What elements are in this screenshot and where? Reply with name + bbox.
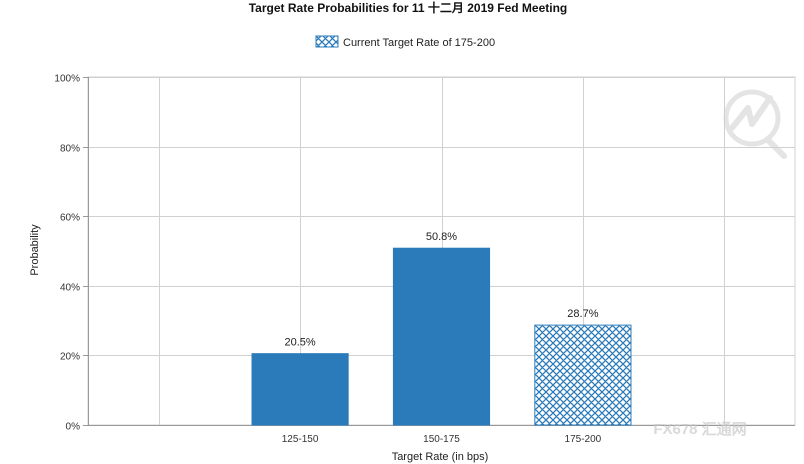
bar-150-175 xyxy=(392,247,491,426)
y-tick-label: 100% xyxy=(54,74,80,85)
legend-swatch xyxy=(315,35,339,48)
plot-area: 0% 20% 40% 60% 80% 100% 125-150 20.5% 150-175 50.… xyxy=(54,74,796,445)
y-tick-label: 0% xyxy=(66,422,81,433)
y-tick-label: 60% xyxy=(60,213,80,224)
legend-label: Current Target Rate of 175-200 xyxy=(343,37,495,49)
x-tick-label: 125-150 xyxy=(282,434,319,445)
y-tick-label: 40% xyxy=(60,283,80,294)
x-tick-label: 175-200 xyxy=(565,434,602,445)
watermark-logo xyxy=(723,89,787,159)
data-label: 50.8% xyxy=(426,231,457,243)
legend: Current Target Rate of 175-200 xyxy=(315,35,495,49)
x-axis-label: Target Rate (in bps) xyxy=(392,451,489,463)
chart-title: Target Rate Probabilities for 11 十二月 201… xyxy=(249,0,568,15)
watermark-text: FX678 汇通网 xyxy=(653,421,746,438)
data-label: 20.5% xyxy=(284,337,315,349)
bar-125-150 xyxy=(251,353,349,426)
x-tick-label: 150-175 xyxy=(423,434,460,445)
y-tick-label: 80% xyxy=(60,144,80,155)
y-tick-label: 20% xyxy=(60,352,80,363)
y-axis-label: Probability xyxy=(29,224,41,276)
data-label: 28.7% xyxy=(567,308,598,320)
bar-175-200 xyxy=(534,324,632,426)
